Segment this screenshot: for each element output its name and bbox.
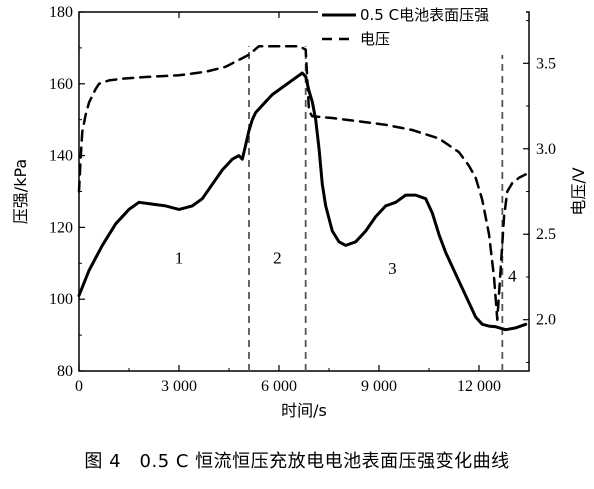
region-label: 2 — [273, 248, 282, 267]
voltage-series-line — [77, 44, 527, 321]
region-label: 3 — [388, 259, 397, 278]
plot-frame — [78, 11, 530, 372]
y-left-tick-label: 140 — [49, 148, 73, 165]
y-right-axis-title: 电压/V — [569, 167, 588, 215]
figure-caption: 图 4 0.5 C 恒流恒压充放电电池表面压强变化曲线 — [84, 451, 510, 472]
y-right-tick-label: 2.0 — [536, 312, 556, 329]
y-left-tick-label: 120 — [49, 219, 73, 236]
y-right-tick-label: 2.5 — [536, 226, 556, 243]
legend-background — [318, 9, 526, 55]
legend-label-voltage: 电压 — [360, 30, 390, 48]
y-left-tick-label: 100 — [49, 291, 73, 308]
region-label: 1 — [175, 248, 184, 267]
pressure-series-line — [77, 71, 528, 332]
y-left-tick-label: 80 — [57, 363, 73, 380]
x-tick-label: 9 000 — [361, 378, 397, 395]
y-left-tick-label: 180 — [49, 4, 73, 21]
x-axis-title: 时间/s — [281, 401, 327, 420]
y-right-tick-label: 3.0 — [536, 141, 556, 158]
chart: 0 3 000 6 000 9 000 12 000 80 100 120 140 160 180 2… — [11, 4, 588, 420]
x-tick-label: 3 000 — [161, 378, 197, 395]
y-left-tick-label: 160 — [49, 76, 73, 93]
legend-label-pressure: 0.5 C电池表面压强 — [360, 6, 489, 24]
x-tick-label: 6 000 — [261, 378, 297, 395]
region-label: 4 — [508, 266, 517, 285]
y-right-tick-label: 3.5 — [536, 55, 556, 72]
y-left-axis-title: 压强/kPa — [11, 159, 30, 224]
x-tick-label: 12 000 — [457, 378, 501, 395]
x-tick-label: 0 — [75, 378, 83, 395]
